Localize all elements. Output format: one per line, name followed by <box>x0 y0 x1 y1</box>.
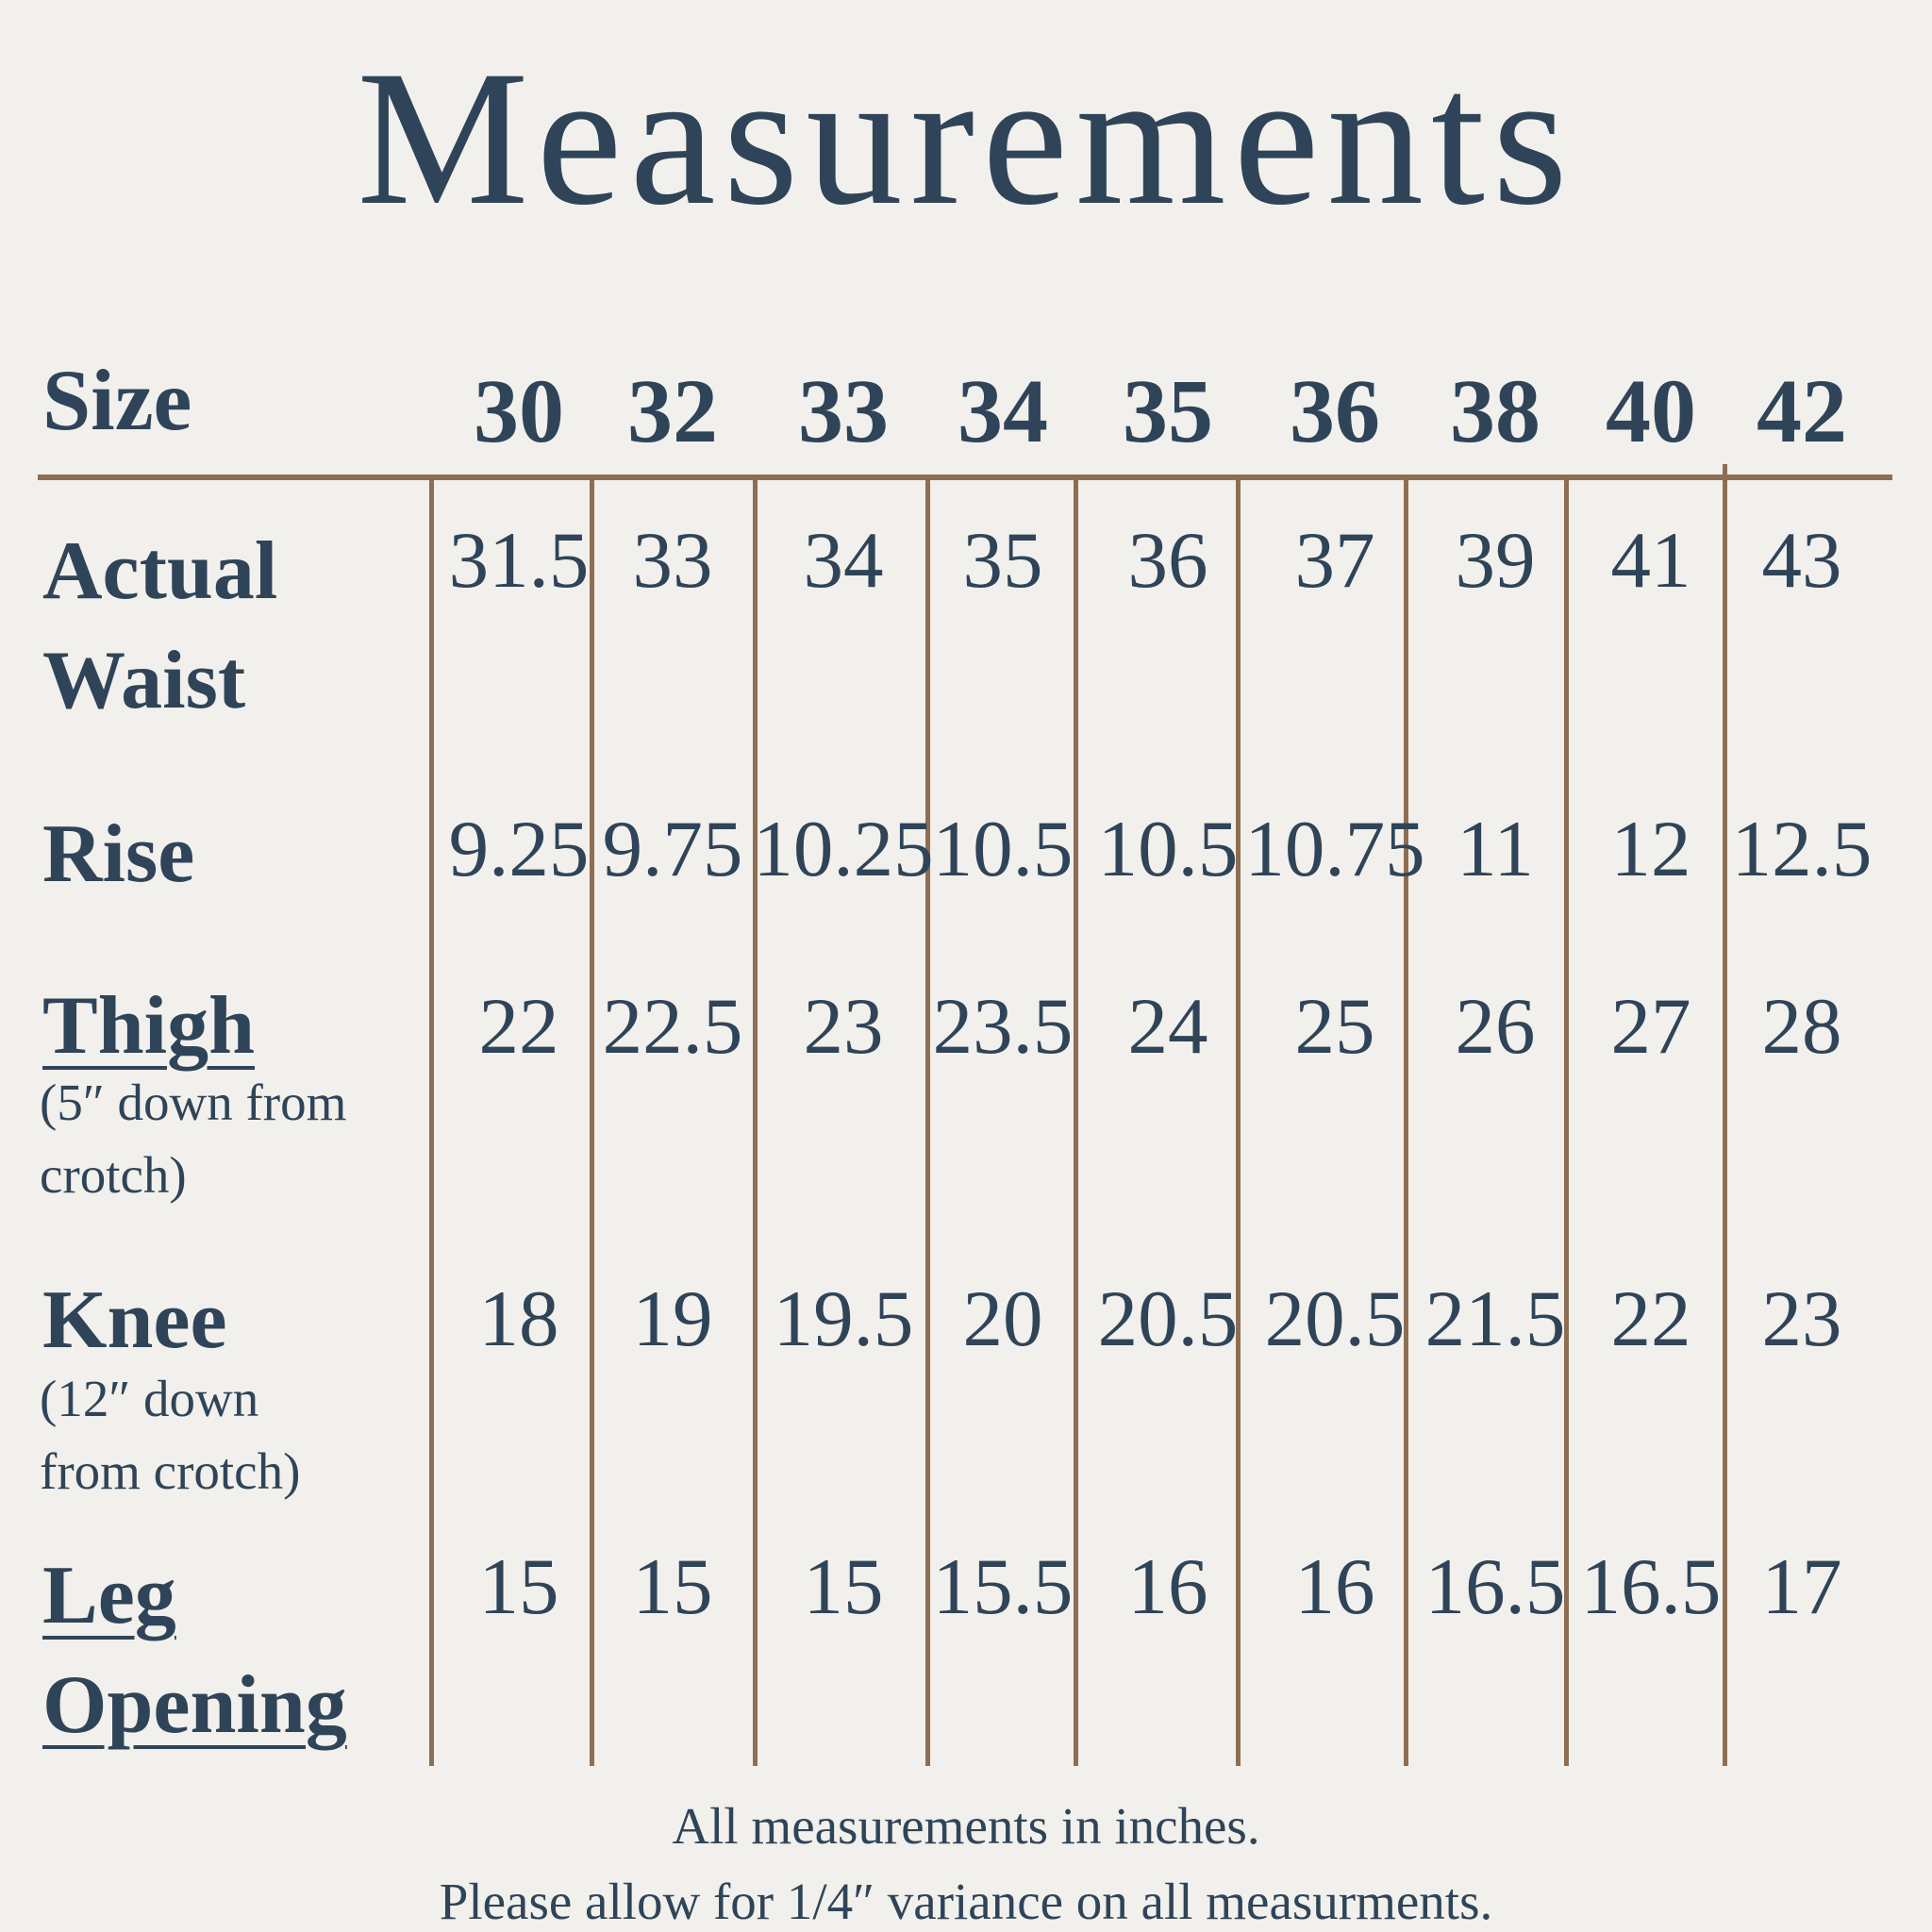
cell-thigh-30: 22 <box>478 982 559 1071</box>
size-value: 36 <box>1290 360 1380 461</box>
page-title: Measurements <box>357 31 1575 245</box>
column-divider-line <box>1404 480 1408 1766</box>
row-label-leg-opening: Leg Opening <box>42 1550 347 1752</box>
header-divider-line <box>38 475 1892 480</box>
cell-actual-waist-33: 34 <box>803 516 884 605</box>
size-column-header: Size <box>42 352 192 448</box>
cell-thigh-33: 23 <box>803 982 884 1071</box>
cell-leg-opening-38: 16.5 <box>1424 1542 1566 1631</box>
cell-rise-33: 10.25 <box>753 805 934 893</box>
cell-leg-opening-30: 15 <box>478 1542 559 1631</box>
cell-actual-waist-38: 39 <box>1455 516 1536 605</box>
cell-knee-36: 20.5 <box>1264 1274 1406 1363</box>
size-value: 35 <box>1123 360 1213 461</box>
size-value: 40 <box>1606 360 1696 461</box>
size-value: 30 <box>474 360 564 461</box>
cell-thigh-36: 25 <box>1294 982 1375 1071</box>
cell-rise-34: 10.5 <box>932 805 1074 893</box>
cell-thigh-35: 24 <box>1127 982 1208 1071</box>
cell-leg-opening-35: 16 <box>1127 1542 1208 1631</box>
cell-actual-waist-36: 37 <box>1294 516 1375 605</box>
cell-leg-opening-40: 16.5 <box>1580 1542 1722 1631</box>
cell-rise-32: 9.75 <box>602 805 743 893</box>
footer-note-units: All measurements in inches. <box>672 1797 1260 1855</box>
column-divider-line <box>1723 464 1727 1766</box>
cell-rise-40: 12 <box>1610 805 1691 893</box>
cell-knee-30: 18 <box>478 1274 559 1363</box>
row-label-thigh: Thigh <box>42 980 256 1072</box>
size-value: 38 <box>1450 360 1541 461</box>
row-label-actual-waist: Actual Waist <box>42 525 278 727</box>
cell-rise-38: 11 <box>1457 805 1534 893</box>
cell-leg-opening-32: 15 <box>632 1542 713 1631</box>
cell-actual-waist-30: 31.5 <box>448 516 590 605</box>
cell-leg-opening-34: 15.5 <box>932 1542 1074 1631</box>
column-divider-line <box>753 480 758 1766</box>
cell-actual-waist-35: 36 <box>1127 516 1208 605</box>
row-label-knee: Knee <box>42 1274 227 1366</box>
cell-rise-42: 12.5 <box>1731 805 1873 893</box>
cell-leg-opening-36: 16 <box>1294 1542 1375 1631</box>
cell-knee-40: 22 <box>1610 1274 1691 1363</box>
cell-knee-32: 19 <box>632 1274 713 1363</box>
size-value: 33 <box>798 360 889 461</box>
cell-knee-35: 20.5 <box>1097 1274 1239 1363</box>
cell-actual-waist-42: 43 <box>1761 516 1842 605</box>
row-sublabel-knee: (12″ down from crotch) <box>40 1370 301 1500</box>
cell-actual-waist-32: 33 <box>632 516 713 605</box>
cell-knee-42: 23 <box>1761 1274 1842 1363</box>
cell-rise-35: 10.5 <box>1097 805 1239 893</box>
cell-leg-opening-33: 15 <box>803 1542 884 1631</box>
cell-knee-33: 19.5 <box>773 1274 914 1363</box>
column-divider-line <box>429 480 434 1766</box>
cell-knee-34: 20 <box>962 1274 1043 1363</box>
footer-note-variance: Please allow for 1/4″ variance on all me… <box>439 1873 1493 1930</box>
cell-rise-30: 9.25 <box>448 805 590 893</box>
size-value: 32 <box>627 360 718 461</box>
cell-thigh-32: 22.5 <box>602 982 743 1071</box>
column-divider-line <box>590 480 594 1766</box>
cell-thigh-34: 23.5 <box>932 982 1074 1071</box>
cell-thigh-38: 26 <box>1455 982 1536 1071</box>
size-value: 42 <box>1757 360 1847 461</box>
cell-actual-waist-40: 41 <box>1610 516 1691 605</box>
size-value: 34 <box>958 360 1048 461</box>
row-sublabel-thigh: (5″ down from crotch) <box>40 1074 347 1204</box>
column-divider-line <box>925 480 930 1766</box>
column-divider-line <box>1236 480 1241 1766</box>
cell-thigh-42: 28 <box>1761 982 1842 1071</box>
row-label-rise: Rise <box>42 808 195 900</box>
cell-thigh-40: 27 <box>1610 982 1691 1071</box>
cell-actual-waist-34: 35 <box>962 516 1043 605</box>
column-divider-line <box>1074 480 1078 1766</box>
cell-knee-38: 21.5 <box>1424 1274 1566 1363</box>
cell-rise-36: 10.75 <box>1244 805 1425 893</box>
column-divider-line <box>1564 480 1569 1766</box>
cell-leg-opening-42: 17 <box>1761 1542 1842 1631</box>
